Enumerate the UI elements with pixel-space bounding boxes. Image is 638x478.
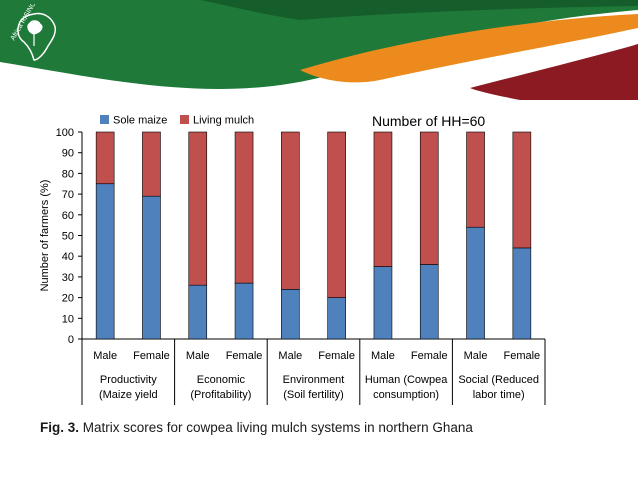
legend-swatch-living-mulch xyxy=(180,115,189,124)
legend-swatch-sole-maize xyxy=(100,115,109,124)
banner-dark-green-band xyxy=(200,0,638,20)
banner-green-swoosh xyxy=(0,0,638,89)
y-tick-label: 100 xyxy=(56,127,74,139)
banner-orange-swoosh xyxy=(300,14,638,83)
africa-rising-logo: Africa RISING xyxy=(10,4,57,61)
bar-sole-maize xyxy=(281,289,300,340)
group-label-line2: (Soil fertility) xyxy=(283,389,344,401)
group-label-line1: Economic xyxy=(197,374,246,386)
x-category-label: Female xyxy=(133,350,170,362)
y-tick-label: 30 xyxy=(62,272,74,284)
bar-sole-maize xyxy=(466,226,485,340)
chart-annotation: Number of HH=60 xyxy=(372,113,485,129)
y-tick-label: 60 xyxy=(62,210,74,222)
group-label-line2: (Profitability) xyxy=(190,389,251,401)
bar-living-mulch xyxy=(188,131,208,286)
bar-sole-maize xyxy=(419,264,439,340)
legend-label: Sole maize xyxy=(113,115,167,127)
bar-sole-maize xyxy=(373,266,393,340)
x-category-label: Female xyxy=(226,350,263,362)
figure-caption: Fig. 3. Matrix scores for cowpea living … xyxy=(40,420,473,435)
bar-living-mulch xyxy=(466,131,485,228)
y-tick-label: 70 xyxy=(62,189,74,201)
x-category-label: Male xyxy=(93,350,117,362)
caption-label: Fig. 3. xyxy=(40,420,80,435)
header-banner xyxy=(0,0,638,100)
y-tick-label: 20 xyxy=(62,293,74,305)
bar-living-mulch xyxy=(234,131,254,284)
group-label-line2: labor time) xyxy=(473,389,525,401)
bar-living-mulch xyxy=(95,131,115,185)
x-category-label: Female xyxy=(411,350,448,362)
bar-sole-maize xyxy=(234,282,254,340)
group-label-line2: (Maize yield xyxy=(99,389,158,401)
x-category-label: Male xyxy=(186,350,210,362)
x-category-label: Male xyxy=(464,350,488,362)
africa-map-icon xyxy=(17,12,57,61)
group-label-line2: consumption) xyxy=(373,389,439,401)
x-category-label: Female xyxy=(504,350,541,362)
bar-living-mulch xyxy=(512,131,532,249)
bar-living-mulch xyxy=(281,131,300,290)
y-tick-label: 0 xyxy=(68,334,74,346)
group-label-line1: Social (Reduced xyxy=(458,374,539,386)
y-tick-label: 90 xyxy=(62,148,74,160)
y-tick-label: 80 xyxy=(62,168,74,180)
bar-living-mulch xyxy=(419,131,439,265)
y-tick-label: 10 xyxy=(62,313,74,325)
y-tick-label: 40 xyxy=(62,251,74,263)
bar-sole-maize xyxy=(188,284,208,340)
tree-icon xyxy=(27,20,43,46)
x-category-label: Male xyxy=(371,350,395,362)
stacked-bar-chart: 0 10 20 30 40 50 60 70 80 90 100 Number of farmers … xyxy=(39,113,546,405)
bar-living-mulch xyxy=(142,131,161,197)
bar-sole-maize xyxy=(95,183,115,340)
x-category-label: Male xyxy=(278,350,302,362)
y-axis-title: Number of farmers (%) xyxy=(39,180,51,292)
x-category-label: Female xyxy=(318,350,355,362)
caption-text: Matrix scores for cowpea living mulch sy… xyxy=(79,420,473,435)
bar-living-mulch xyxy=(373,131,393,267)
group-label-line1: Environment xyxy=(283,374,345,386)
legend-label: Living mulch xyxy=(193,115,254,127)
bar-sole-maize xyxy=(142,195,161,340)
banner-maroon-swoosh xyxy=(470,44,638,100)
group-label-line1: Productivity xyxy=(100,374,157,386)
bar-living-mulch xyxy=(327,131,346,298)
group-label-line1: Human (Cowpea xyxy=(365,374,448,386)
y-tick-label: 50 xyxy=(62,231,74,243)
bar-sole-maize xyxy=(327,297,346,340)
bar-sole-maize xyxy=(512,247,532,340)
